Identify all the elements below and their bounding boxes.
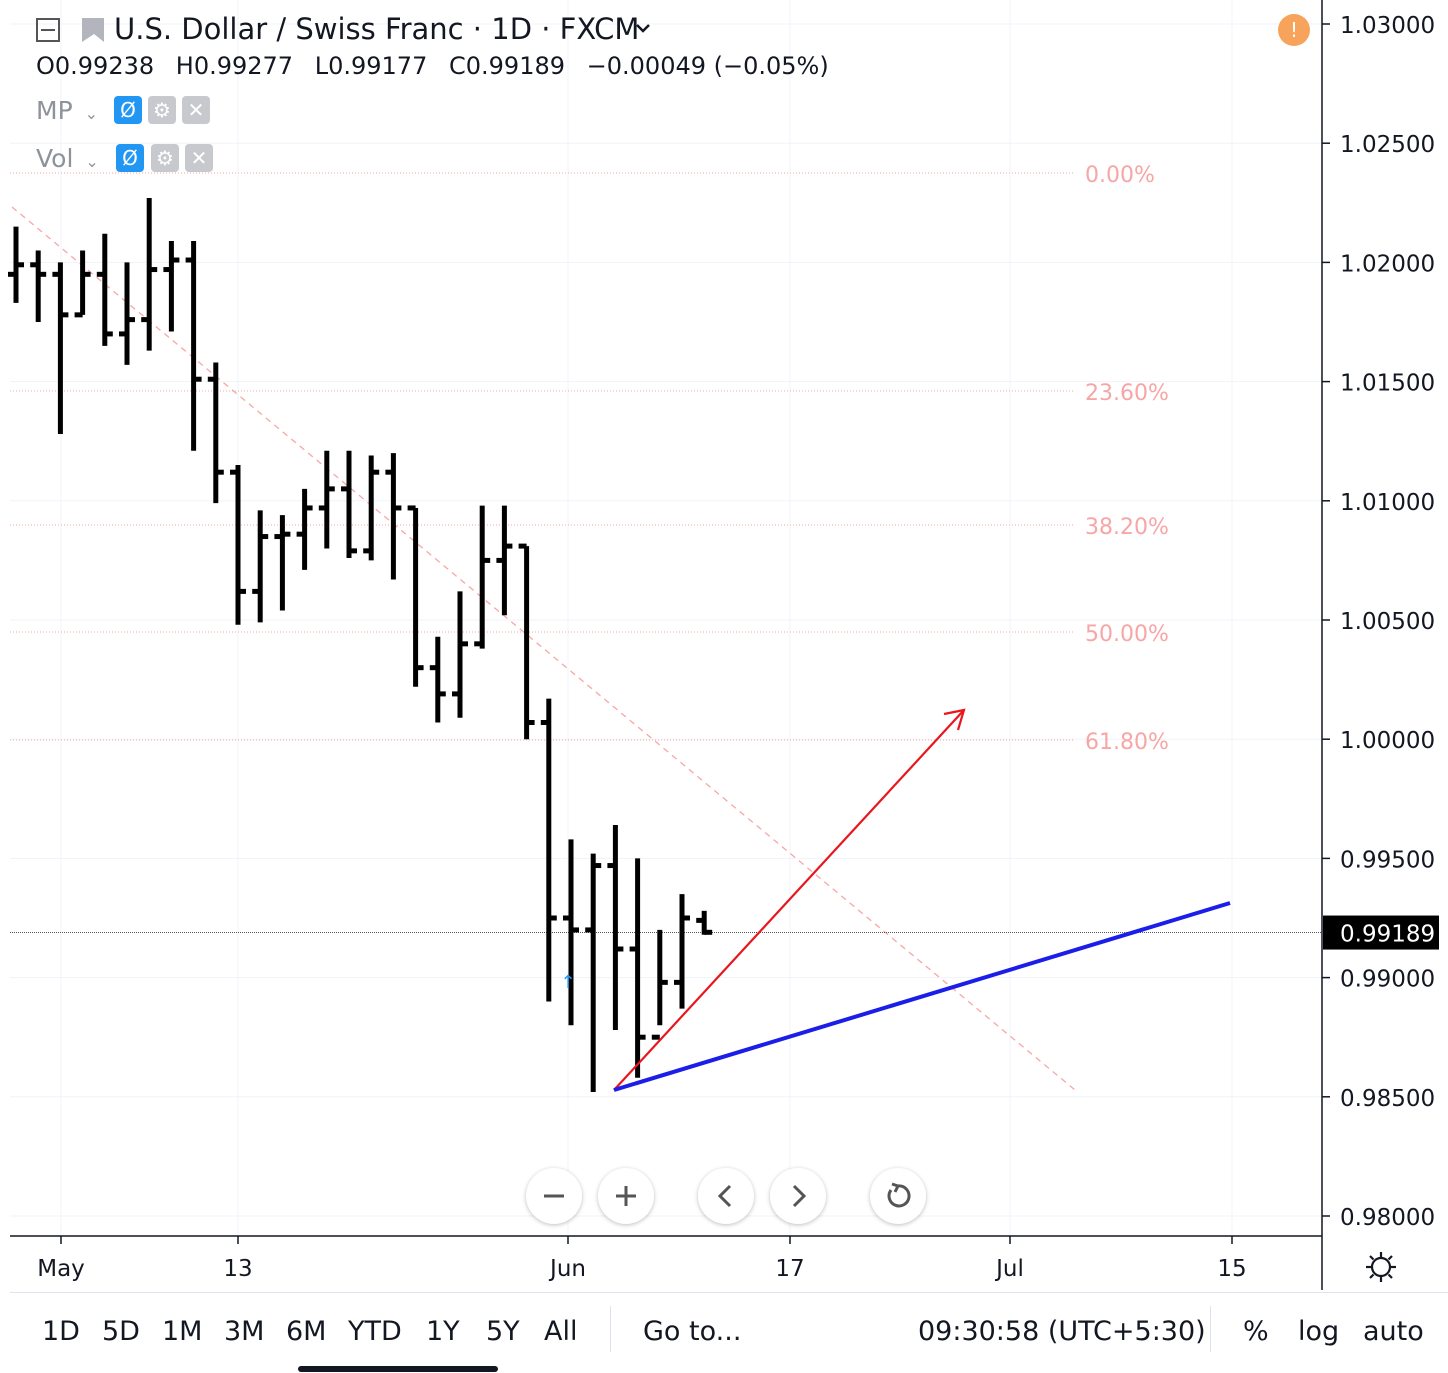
collapse-icon[interactable]: [36, 16, 66, 46]
time-tick-label: 13: [223, 1256, 252, 1282]
timeframe-1m[interactable]: 1M: [162, 1316, 203, 1347]
gear-icon[interactable]: ⚙: [148, 96, 176, 124]
minus-icon: [544, 1194, 564, 1198]
zoom-in-button[interactable]: [598, 1168, 654, 1224]
alert-icon[interactable]: !: [1278, 14, 1310, 46]
reset-chart-button[interactable]: [870, 1168, 926, 1224]
zoom-out-button[interactable]: [526, 1168, 582, 1224]
close-icon[interactable]: ✕: [182, 96, 210, 124]
fib-level-label: 23.60%: [1085, 381, 1169, 406]
chevron-right-icon: [792, 1184, 807, 1208]
current-price-label: 0.99189: [1340, 922, 1435, 948]
chevron-down-icon[interactable]: ⌄: [85, 152, 99, 171]
timeframe-1d[interactable]: 1D: [42, 1316, 80, 1347]
fib-trend-line[interactable]: [11, 206, 1076, 1091]
price-tick-label: 1.01000: [1340, 490, 1435, 516]
price-tick-label: 0.99000: [1340, 967, 1435, 993]
price-tick-label: 0.99500: [1340, 847, 1435, 873]
price-tick-label: 0.98500: [1340, 1086, 1435, 1112]
symbol-title[interactable]: U.S. Dollar / Swiss Franc · 1D · FXCM: [114, 12, 640, 46]
log-toggle[interactable]: log: [1298, 1316, 1340, 1347]
time-tick-label: Jul: [994, 1256, 1024, 1282]
timeframe-5d[interactable]: 5D: [102, 1316, 140, 1347]
price-tick-label: 1.03000: [1340, 13, 1435, 39]
price-tick-label: 1.01500: [1340, 371, 1435, 397]
price-tick-label: 0.98000: [1340, 1205, 1435, 1231]
hide-eye-icon[interactable]: Ø: [116, 144, 144, 172]
timeframe-3m[interactable]: 3M: [224, 1316, 265, 1347]
high-value: 0.99277: [193, 52, 294, 80]
ohlc-readout: O0.99238 H0.99277 L0.99177 C0.99189 −0.0…: [36, 52, 829, 80]
indicator-vol-label: Vol: [36, 144, 74, 173]
reset-icon: [887, 1182, 911, 1208]
fib-level-label: 38.20%: [1085, 515, 1169, 540]
chevron-down-icon[interactable]: [634, 20, 652, 42]
close-value: 0.99189: [465, 52, 565, 80]
symbol-flag-icon: [80, 16, 108, 48]
auto-toggle[interactable]: auto: [1363, 1316, 1424, 1347]
hide-eye-icon[interactable]: Ø: [114, 96, 142, 124]
blue-trend-line[interactable]: [613, 901, 1231, 1092]
chevron-left-icon: [717, 1184, 732, 1208]
arrow-head-icon: [943, 708, 966, 731]
toolbar-divider: [610, 1306, 611, 1352]
percent-toggle[interactable]: %: [1243, 1316, 1269, 1347]
timeframe-ytd[interactable]: YTD: [348, 1316, 402, 1347]
price-tick-label: 1.02000: [1340, 251, 1435, 277]
fib-level-label: 61.80%: [1085, 730, 1169, 755]
timeframe-1y[interactable]: 1Y: [426, 1316, 460, 1347]
fib-level-label: 50.00%: [1085, 622, 1169, 647]
price-tick-label: 1.00500: [1340, 609, 1435, 635]
price-tick-label: 1.02500: [1340, 132, 1435, 158]
change-value: −0.00049 (−0.05%): [586, 52, 829, 80]
low-label: L: [314, 52, 329, 80]
red-arrow-line[interactable]: [613, 709, 965, 1091]
scroll-right-button[interactable]: [770, 1168, 826, 1224]
timeframe-all[interactable]: All: [544, 1316, 578, 1347]
timeframe-5y[interactable]: 5Y: [486, 1316, 520, 1347]
close-icon[interactable]: ✕: [185, 144, 213, 172]
open-label: O: [36, 52, 55, 80]
scroll-handle[interactable]: [298, 1366, 498, 1372]
bottom-toolbar: [10, 1292, 1448, 1373]
indicator-mp[interactable]: MP ⌄: [36, 96, 98, 125]
close-label: C: [448, 52, 466, 80]
gear-icon[interactable]: ⚙: [151, 144, 179, 172]
time-tick-label: 17: [775, 1256, 804, 1282]
indicator-mp-label: MP: [36, 96, 73, 125]
time-tick-label: 15: [1217, 1256, 1246, 1282]
timeframe-6m[interactable]: 6M: [286, 1316, 327, 1347]
open-value: 0.99238: [54, 52, 155, 80]
price-tick-label: 1.00000: [1340, 728, 1435, 754]
toolbar-divider: [1210, 1306, 1211, 1352]
event-marker-icon[interactable]: ↑: [560, 972, 575, 993]
high-label: H: [175, 52, 194, 80]
chart-settings-icon[interactable]: [1364, 1250, 1398, 1288]
scroll-left-button[interactable]: [698, 1168, 754, 1224]
current-price-badge: [1323, 915, 1439, 950]
fib-level-label: 0.00%: [1085, 163, 1155, 188]
time-tick-label: May: [37, 1256, 85, 1282]
chevron-down-icon[interactable]: ⌄: [84, 104, 99, 123]
clock-readout[interactable]: 09:30:58 (UTC+5:30): [918, 1316, 1206, 1347]
time-tick-label: Jun: [548, 1256, 586, 1282]
goto-button[interactable]: Go to...: [643, 1316, 742, 1347]
plus-icon: [616, 1186, 636, 1206]
indicator-vol[interactable]: Vol ⌄: [36, 144, 99, 173]
low-value: 0.99177: [328, 52, 428, 80]
